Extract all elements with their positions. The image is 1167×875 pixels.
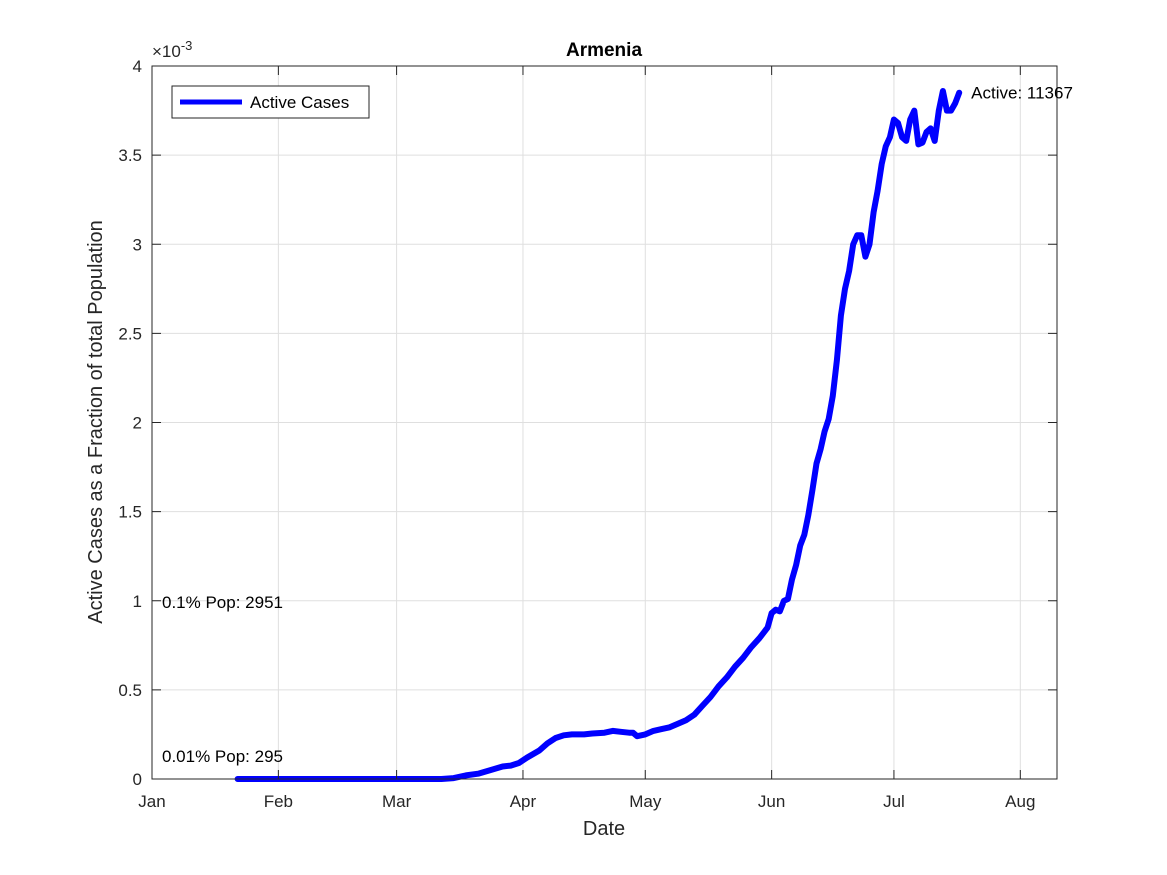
- x-tick-label: Apr: [510, 792, 537, 811]
- series-layer: [234, 88, 963, 782]
- x-tick-label: Jun: [758, 792, 785, 811]
- tick-labels: Jan Feb Mar Apr May Jun Jul Aug 0 0.5 1 1.5 2 2.5 3 3.5…: [118, 57, 1035, 811]
- x-tick-label: Mar: [382, 792, 412, 811]
- x-tick-label: Jan: [138, 792, 165, 811]
- x-tick-label: Feb: [264, 792, 293, 811]
- y-tick-label: 3.5: [118, 146, 142, 165]
- y-tick-label: 3: [133, 235, 142, 254]
- y-tick-label: 2.5: [118, 324, 142, 343]
- x-tick-label: Jul: [883, 792, 905, 811]
- y-tick-label: 4: [133, 57, 142, 76]
- chart-title: Armenia: [566, 40, 642, 61]
- x-tick-label: Aug: [1005, 792, 1035, 811]
- legend: Active Cases: [171, 85, 370, 119]
- y-tick-label: 0: [133, 770, 142, 789]
- y-exponent-base: ×10: [152, 42, 181, 61]
- annotation-0-1-percent-pop: 0.1% Pop: 2951: [162, 593, 283, 612]
- ticks: [151, 65, 1057, 780]
- x-axis-label: Date: [583, 818, 625, 840]
- x-tick-label: May: [629, 792, 662, 811]
- y-tick-label: 1: [133, 592, 142, 611]
- series-line-active-cases: [234, 88, 963, 782]
- y-axis-label: Active Cases as a Fraction of total Popu…: [85, 220, 107, 624]
- y-exponent-power: -3: [181, 38, 193, 53]
- y-tick-label: 0.5: [118, 681, 142, 700]
- annotation-0-01-percent-pop: 0.01% Pop: 295: [162, 747, 283, 766]
- y-exponent-label: ×10-3: [152, 38, 192, 61]
- annotations: Active: 11367 0.1% Pop: 2951 0.01% Pop: …: [162, 84, 1073, 766]
- y-tick-label: 1.5: [118, 503, 142, 522]
- legend-label-active-cases: Active Cases: [250, 93, 349, 112]
- annotation-active-count: Active: 11367: [971, 84, 1073, 103]
- y-tick-label: 2: [133, 414, 142, 433]
